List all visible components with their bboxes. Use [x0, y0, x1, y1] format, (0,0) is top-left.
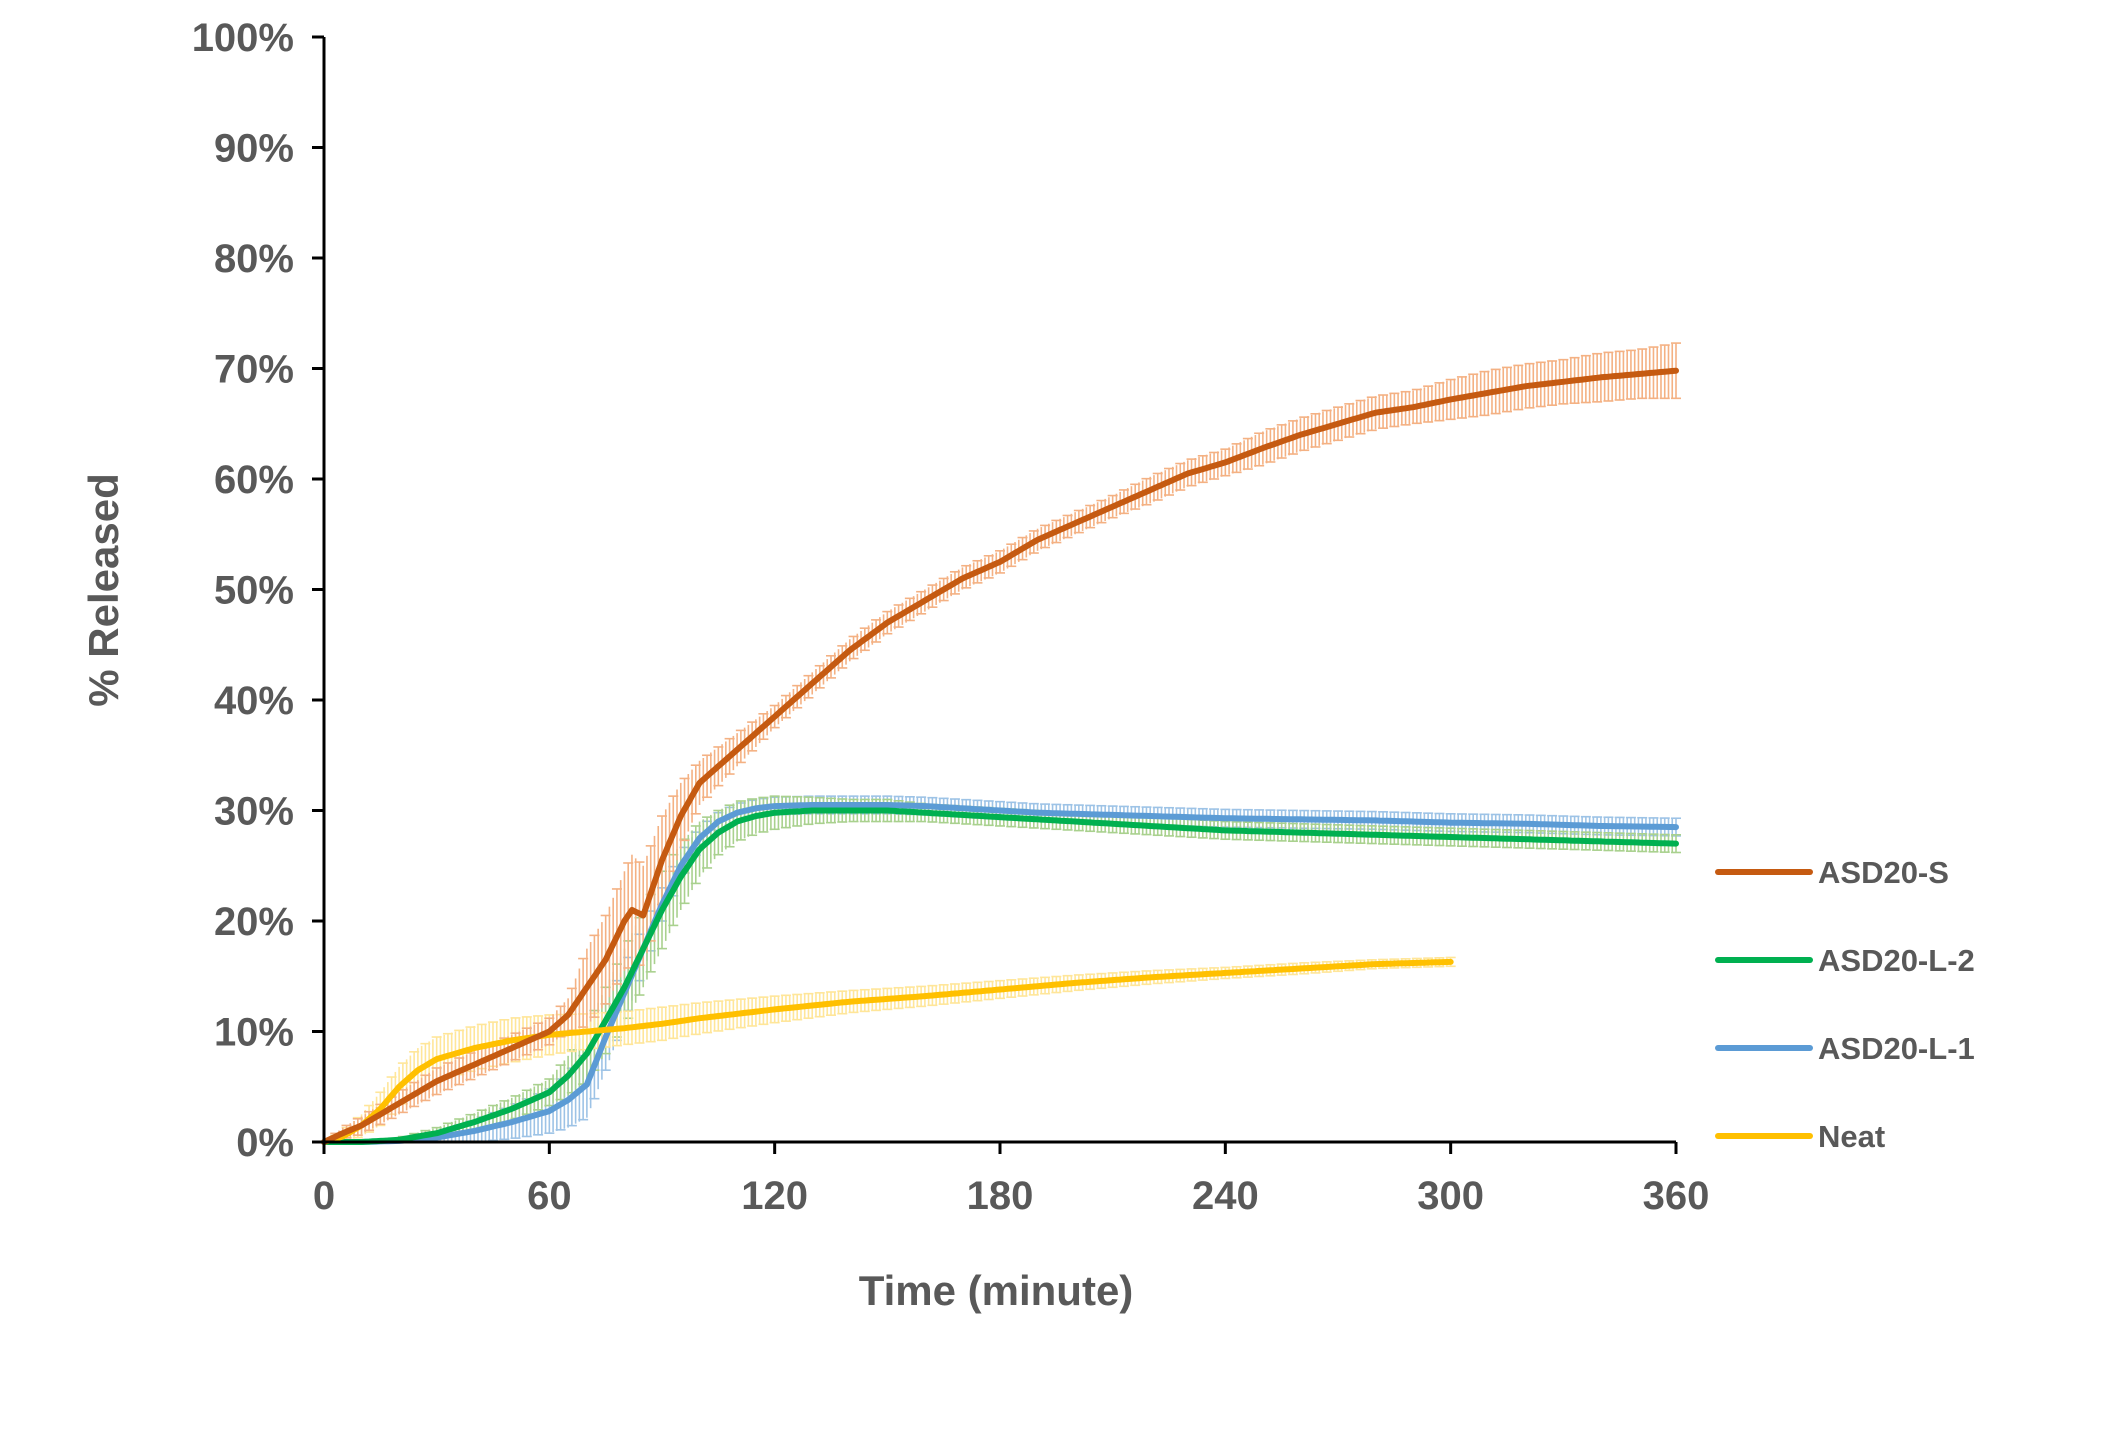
y-tick-label: 10% [214, 1011, 294, 1055]
series-line-asd20-l-2 [321, 807, 1679, 1145]
x-tick-label: 300 [1417, 1174, 1484, 1218]
legend-label: ASD20-L-2 [1818, 943, 1975, 978]
y-tick-label: 50% [214, 569, 294, 613]
legend-label: ASD20-L-1 [1818, 1031, 1975, 1066]
x-tick-label: 120 [741, 1174, 808, 1218]
y-tick-label: 30% [214, 790, 294, 834]
y-tick-label: 70% [214, 348, 294, 392]
x-tick-label: 240 [1192, 1174, 1259, 1218]
error-bars-asd20-l-2 [364, 795, 1681, 1143]
legend-label: ASD20-S [1818, 855, 1949, 890]
y-tick-label: 60% [214, 458, 294, 502]
series-line-neat [321, 958, 1454, 1145]
series-line-asd20-s [321, 367, 1679, 1145]
legend-item-asd20-l-2: ASD20-L-2 [1715, 943, 1975, 978]
legend-label: Neat [1818, 1119, 1885, 1154]
error-bars-asd20-l-1 [364, 795, 1681, 1143]
x-tick-label: 360 [1643, 1174, 1710, 1218]
y-tick-label: 80% [214, 237, 294, 281]
ticks: 0% 10% 20% 30% 40% 50% 60% 70% 80% 90% 100% 0 60 120 1… [192, 16, 1710, 1218]
x-tick-label: 180 [967, 1174, 1034, 1218]
legend-item-asd20-l-1: ASD20-L-1 [1715, 1031, 1975, 1066]
y-tick-label: 20% [214, 900, 294, 944]
series-line-asd20-l-1 [321, 802, 1679, 1145]
x-tick-label: 0 [313, 1174, 335, 1218]
legend-item-neat: Neat [1715, 1119, 1885, 1154]
x-tick-label: 60 [527, 1174, 572, 1218]
x-axis-title: Time (minute) [859, 1267, 1134, 1314]
error-bands [326, 342, 1681, 1143]
series-lines [321, 367, 1679, 1145]
y-tick-label: 40% [214, 679, 294, 723]
legend-item-asd20-s: ASD20-S [1715, 855, 1949, 890]
legend: ASD20-S ASD20-L-2 ASD20-L-1 Neat [1715, 855, 1975, 1154]
y-tick-label: 0% [236, 1121, 294, 1165]
y-tick-label: 100% [192, 16, 294, 60]
y-axis-title: % Released [80, 473, 127, 706]
y-tick-label: 90% [214, 127, 294, 171]
